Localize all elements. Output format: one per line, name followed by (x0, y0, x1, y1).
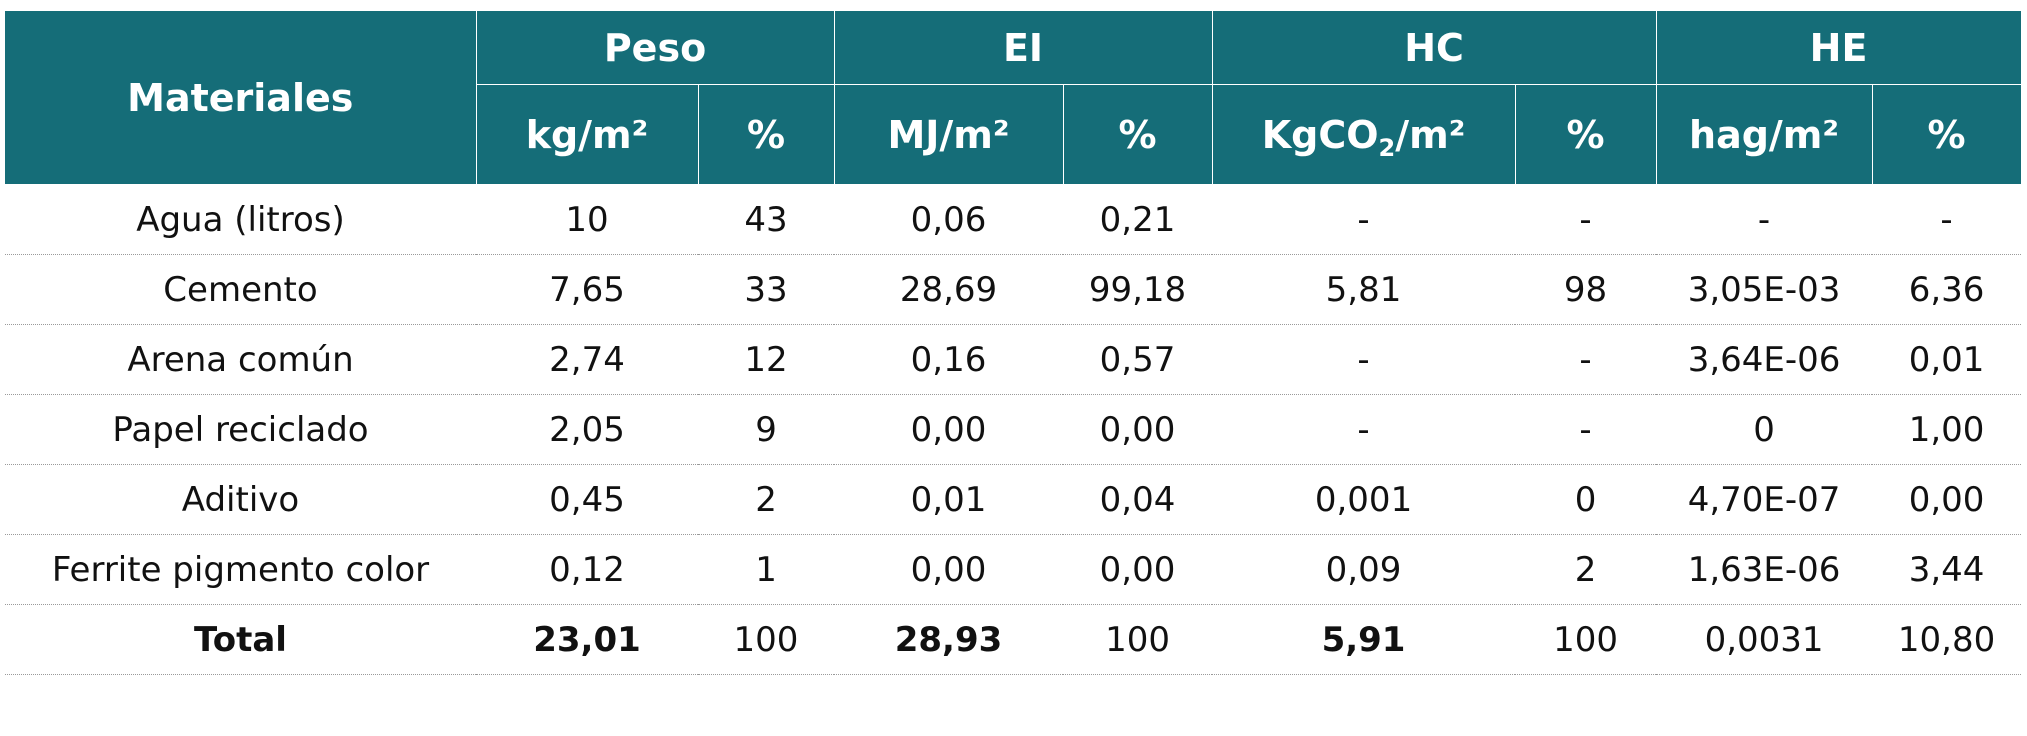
value-cell: - (1872, 184, 2022, 255)
table-row: Papel reciclado 2,05 9 0,00 0,00- -0 1,00 (5, 394, 2022, 465)
header-unit: % (1871, 84, 2022, 185)
value-cell: 0,0031 (1656, 604, 1873, 675)
table-row: Cemento 7,65 33 28,69 99,18 5,81 98 3,05E-03 6,3… (5, 254, 2022, 325)
material-cell: Ferrite pigmento color (5, 534, 476, 605)
value-cell: - (1212, 184, 1516, 255)
unit-part: /m² (1395, 112, 1466, 157)
subscript: 2 (1378, 133, 1396, 162)
value-cell: 0,16 (834, 324, 1064, 395)
value-cell: - (1212, 324, 1516, 395)
value-cell: 99,18 (1063, 254, 1213, 325)
value-cell: 5,91 (1212, 604, 1516, 675)
header-unit-row: kg/m²% MJ/m²% KgCO2/m²% hag/m²% (5, 84, 2022, 185)
value-cell: 10,80 (1872, 604, 2022, 675)
header-group-row: Materiales Peso EI HC HE (5, 10, 2022, 185)
table-row: Agua (litros) 10 43 0,06 0,21- - - - (5, 184, 2022, 255)
header-unit: % (1514, 84, 1657, 185)
value-cell: 98 (1515, 254, 1657, 325)
value-cell: 0,45 (476, 464, 698, 535)
value-cell: - (1212, 394, 1516, 465)
value-cell: 0,001 (1212, 464, 1516, 535)
value-cell: 100 (698, 604, 835, 675)
value-cell: 0 (1656, 394, 1873, 465)
value-cell: 23,01 (476, 604, 698, 675)
table-row: Ferrite pigmento color 0,12 1 0,00 0,00 0,09 2… (5, 534, 2022, 605)
value-cell: 0,01 (1872, 324, 2022, 395)
unit-part: KgCO (1261, 112, 1379, 157)
header-unit: % (697, 84, 835, 185)
value-cell: 3,44 (1872, 534, 2022, 605)
value-cell: 28,69 (834, 254, 1064, 325)
table-row: Arena común 2,74 12 0,16 0,57- -3,64E-06 0,01 (5, 324, 2022, 395)
value-cell: 9 (698, 394, 835, 465)
value-cell: 0,12 (476, 534, 698, 605)
table-body: Agua (litros) 10 43 0,06 0,21- - - - Cemento 7,65… (5, 184, 2022, 675)
header-unit: MJ/m² (833, 84, 1064, 185)
material-cell: Papel reciclado (5, 394, 476, 465)
value-cell: 0,00 (1063, 534, 1213, 605)
value-cell: 33 (698, 254, 835, 325)
header-cell: Materiales (5, 10, 477, 185)
value-cell: 100 (1063, 604, 1213, 675)
value-cell: 43 (698, 184, 835, 255)
data-table: Materiales Peso EI HC HE kg/m²% MJ/m²% KgCO2/… (5, 10, 2022, 675)
value-cell: 2,74 (476, 324, 698, 395)
value-cell: - (1656, 184, 1873, 255)
value-cell: 0 (1515, 464, 1657, 535)
value-cell: 2 (1515, 534, 1657, 605)
value-cell: 3,64E-06 (1656, 324, 1873, 395)
header-group: HE (1655, 10, 2022, 85)
value-cell: 7,65 (476, 254, 698, 325)
header-unit: hag/m² (1655, 84, 1873, 185)
value-cell: 1,63E-06 (1656, 534, 1873, 605)
value-cell: 0,01 (834, 464, 1064, 535)
header-group: HC (1211, 10, 1657, 85)
value-cell: - (1515, 184, 1657, 255)
table-header: Materiales Peso EI HC HE kg/m²% MJ/m²% KgCO2/… (5, 10, 2022, 185)
value-cell: 0,21 (1063, 184, 1213, 255)
value-cell: 6,36 (1872, 254, 2022, 325)
value-cell: 0,09 (1212, 534, 1516, 605)
material-cell: Agua (litros) (5, 184, 476, 255)
value-cell: 5,81 (1212, 254, 1516, 325)
table-row: Total 23,01 100 28,93 100 5,91 100 0,0031 10,80 (5, 604, 2022, 675)
header-unit: % (1062, 84, 1213, 185)
header-group: Peso (475, 10, 835, 85)
value-cell: 0,06 (834, 184, 1064, 255)
value-cell: 3,05E-03 (1656, 254, 1873, 325)
value-cell: 0,00 (1063, 394, 1213, 465)
value-cell: - (1515, 324, 1657, 395)
value-cell: 12 (698, 324, 835, 395)
value-cell: 28,93 (834, 604, 1064, 675)
value-cell: 0,04 (1063, 464, 1213, 535)
value-cell: 2,05 (476, 394, 698, 465)
material-cell: Total (5, 604, 476, 675)
header-unit: kg/m² (475, 84, 699, 185)
value-cell: 0,00 (834, 534, 1064, 605)
header-unit: KgCO2/m² (1211, 84, 1516, 185)
value-cell: - (1515, 394, 1657, 465)
material-cell: Cemento (5, 254, 476, 325)
material-cell: Aditivo (5, 464, 476, 535)
value-cell: 10 (476, 184, 698, 255)
value-cell: 1 (698, 534, 835, 605)
value-cell: 0,00 (1872, 464, 2022, 535)
material-cell: Arena común (5, 324, 476, 395)
value-cell: 4,70E-07 (1656, 464, 1873, 535)
table-row: Aditivo 0,45 2 0,01 0,04 0,001 0 4,70E-07 0,00 (5, 464, 2022, 535)
value-cell: 0,57 (1063, 324, 1213, 395)
value-cell: 0,00 (834, 394, 1064, 465)
value-cell: 100 (1515, 604, 1657, 675)
value-cell: 1,00 (1872, 394, 2022, 465)
header-group: EI (833, 10, 1213, 85)
value-cell: 2 (698, 464, 835, 535)
